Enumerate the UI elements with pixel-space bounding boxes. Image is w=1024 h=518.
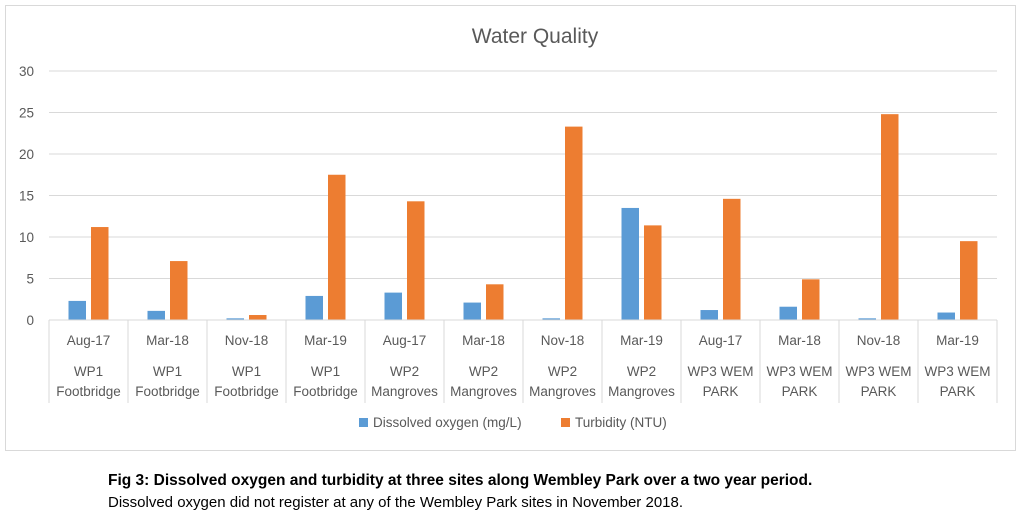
x-tick-label-site: WP2 [469, 364, 498, 379]
x-tick-label-date: Mar-18 [462, 333, 505, 348]
x-tick-label-date: Mar-18 [778, 333, 821, 348]
x-tick-label-site: Footbridge [56, 384, 121, 399]
x-tick-label-site: Footbridge [135, 384, 200, 399]
x-tick-label-site: WP1 [74, 364, 103, 379]
caption-title: Fig 3: Dissolved oxygen and turbidity at… [108, 472, 813, 489]
chart-area: Water Quality 0 5 10 15 20 25 30 Aug-17 WP1 Footbr… [5, 5, 1016, 451]
x-tick-label-date: Mar-19 [304, 333, 347, 348]
bar-dissolved-oxygen [68, 300, 86, 320]
y-tick-label: 25 [19, 106, 34, 121]
bar-dissolved-oxygen [226, 318, 244, 320]
x-tick-label-date: Nov-18 [857, 333, 901, 348]
legend-label-turbidity: Turbidity (NTU) [575, 415, 667, 430]
x-tick-label-site: WP2 [627, 364, 656, 379]
bar-turbidity [170, 261, 188, 320]
bar-dissolved-oxygen [305, 295, 323, 320]
x-tick-label-date: Mar-19 [936, 333, 979, 348]
bar-dissolved-oxygen [542, 318, 560, 320]
bar-turbidity [802, 279, 820, 320]
y-tick-label: 0 [26, 313, 34, 328]
x-tick-label-site: WP1 [153, 364, 182, 379]
legend-swatch-turbidity [561, 418, 570, 427]
bar-dissolved-oxygen [384, 292, 402, 320]
bar-turbidity [486, 284, 504, 320]
y-tick-label: 5 [26, 272, 34, 287]
bar-turbidity [249, 315, 267, 320]
x-tick-label-site: WP3 WEM [688, 364, 754, 379]
bar-turbidity [960, 241, 978, 320]
bar-turbidity [644, 225, 662, 320]
bar-turbidity [91, 227, 109, 320]
x-tick-label-site: Mangroves [608, 384, 675, 399]
x-tick-label-site: PARK [782, 384, 818, 399]
bar-dissolved-oxygen [147, 310, 165, 320]
x-tick-label-date: Aug-17 [383, 333, 427, 348]
bar-turbidity [881, 114, 899, 320]
y-tick-label: 10 [19, 230, 34, 245]
bar-dissolved-oxygen [700, 310, 718, 320]
x-tick-label-site: Mangroves [529, 384, 596, 399]
x-tick-label-site: WP3 WEM [925, 364, 991, 379]
x-tick-label-date: Mar-18 [146, 333, 189, 348]
y-tick-label: 30 [19, 64, 34, 79]
x-tick-label-date: Nov-18 [225, 333, 269, 348]
x-tick-label-site: PARK [940, 384, 976, 399]
legend-label-dissolved-oxygen: Dissolved oxygen (mg/L) [373, 415, 522, 430]
x-tick-label-date: Mar-19 [620, 333, 663, 348]
x-tick-label-date: Aug-17 [699, 333, 743, 348]
y-tick-label: 15 [19, 189, 34, 204]
bar-dissolved-oxygen [937, 312, 955, 320]
x-tick-label-site: WP2 [390, 364, 419, 379]
chart-title: Water Quality [472, 25, 599, 48]
bar-chart: Water Quality 0 5 10 15 20 25 30 Aug-17 WP1 Footbr… [19, 25, 998, 430]
x-tick-label-site: Mangroves [371, 384, 438, 399]
bar-dissolved-oxygen [779, 306, 797, 320]
x-tick-label-site: WP1 [232, 364, 261, 379]
bar-turbidity [723, 198, 741, 320]
x-tick-label-date: Aug-17 [67, 333, 111, 348]
x-tick-label-site: Footbridge [214, 384, 279, 399]
y-tick-label: 20 [19, 147, 34, 162]
x-tick-label-site: WP3 WEM [846, 364, 912, 379]
x-tick-label-site: WP2 [548, 364, 577, 379]
x-tick-label-site: Mangroves [450, 384, 517, 399]
bar-dissolved-oxygen [621, 207, 639, 320]
x-tick-label-site: PARK [703, 384, 739, 399]
bar-turbidity [407, 201, 425, 320]
caption-body: Dissolved oxygen did not register at any… [108, 494, 684, 511]
bar-turbidity [565, 126, 583, 320]
legend-swatch-dissolved-oxygen [359, 418, 368, 427]
bar-dissolved-oxygen [463, 302, 481, 320]
bar-dissolved-oxygen [858, 318, 876, 320]
x-tick-label-site: Footbridge [293, 384, 358, 399]
bar-turbidity [328, 174, 346, 320]
figure-caption: Fig 3: Dissolved oxygen and turbidity at… [108, 470, 1008, 514]
x-tick-label-date: Nov-18 [541, 333, 585, 348]
x-tick-label-site: PARK [861, 384, 897, 399]
x-tick-label-site: WP3 WEM [767, 364, 833, 379]
x-tick-label-site: WP1 [311, 364, 340, 379]
